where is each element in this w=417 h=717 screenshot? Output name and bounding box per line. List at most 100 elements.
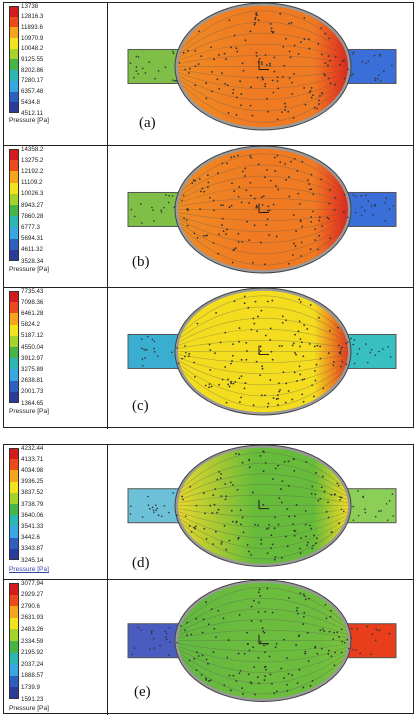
colorbar-tick-label: 5187.12 <box>21 332 44 340</box>
flow-particle <box>129 505 132 508</box>
flow-particle <box>345 342 347 345</box>
flow-particle <box>147 504 150 506</box>
flow-particle <box>184 515 187 518</box>
legend-c: Pressure [Pa] 7735.43 7098.36 6461.28 5824.… <box>4 288 108 429</box>
colorbar-swatch <box>9 335 19 347</box>
colorbar-swatch <box>9 391 19 403</box>
flow-particle <box>371 633 374 635</box>
colorbar-tick-label: 3912.97 <box>21 354 44 362</box>
flow-particle <box>342 510 345 513</box>
flow-particle <box>376 629 379 632</box>
colorbar-swatch <box>9 302 19 314</box>
flow-particle <box>391 493 394 495</box>
flow-particle <box>388 632 391 635</box>
flow-particle <box>360 214 363 217</box>
flow-particle <box>379 53 381 56</box>
flow-particle <box>184 345 186 347</box>
flow-particle <box>164 66 167 69</box>
flow-particle <box>369 351 372 354</box>
colorbar-swatch <box>9 594 19 607</box>
colorbar-swatch <box>9 182 19 194</box>
colorbar-tick-label: 7098.36 <box>21 298 44 306</box>
colorbar-swatch <box>9 369 19 381</box>
colorbar-tick-label: 6357.48 <box>21 88 44 96</box>
panel-label: (c) <box>132 398 149 414</box>
flow-particle <box>182 498 184 501</box>
colorbar-swatch <box>9 358 19 370</box>
chamber-pressure-field <box>178 290 348 413</box>
flow-particle <box>364 343 367 345</box>
flow-particle <box>350 337 352 340</box>
flow-particle <box>337 344 340 347</box>
colorbar-swatch <box>9 503 19 516</box>
chamber-pressure-field <box>178 582 348 699</box>
flow-particle <box>340 651 343 654</box>
flow-particle <box>347 68 349 71</box>
colorbar-swatch <box>9 606 19 618</box>
flow-particle <box>370 653 372 656</box>
legend-e: Pressure [Pa] 3077.94 2929.27 2790.6 2631.9… <box>4 580 108 715</box>
colorbar-swatch <box>9 313 19 325</box>
colorbar-swatch <box>9 238 19 250</box>
colorbar-swatch <box>9 470 19 482</box>
flow-simulation-graphic <box>127 288 397 416</box>
colorbar-tick-label: 8943.27 <box>21 201 44 209</box>
flow-particle <box>379 55 382 57</box>
flow-particle <box>175 514 178 516</box>
colorbar-tick-label: 3442.6 <box>21 534 40 542</box>
flow-particle <box>142 365 144 367</box>
flow-particle <box>140 629 142 631</box>
streamlines <box>178 10 348 123</box>
colorbar-swatch <box>9 216 19 228</box>
streamlines <box>178 450 348 561</box>
colorbar-tick-label: 13275.2 <box>21 156 44 164</box>
flow-particle <box>151 338 154 341</box>
flow-particle <box>179 624 182 627</box>
chamber-pressure-field <box>178 5 348 128</box>
flow-particle <box>176 347 179 349</box>
colorbar-tick-label: 14358.2 <box>21 145 44 153</box>
flow-particle <box>182 194 185 197</box>
flow-particle <box>137 72 139 75</box>
simulation-a <box>108 3 413 145</box>
colorbar-swatch <box>9 91 19 103</box>
colorbar-swatch <box>9 380 19 392</box>
colorbar-swatch <box>9 171 19 183</box>
flow-particle <box>352 648 355 651</box>
flow-particle <box>352 53 354 55</box>
colorbar-tick-label: 1739.9 <box>21 683 40 691</box>
flow-particle <box>181 199 183 202</box>
colorbar-swatch <box>9 664 19 676</box>
flow-particle <box>367 60 370 62</box>
flow-particle <box>133 76 135 79</box>
colorbar-swatch <box>9 448 19 460</box>
flow-particle <box>345 363 348 366</box>
colorbar <box>9 6 19 113</box>
colorbar-tick-label: 2334.59 <box>21 637 44 645</box>
colorbar-tick-label: 12192.2 <box>21 167 44 175</box>
panel-label: (e) <box>134 684 151 700</box>
flow-particle <box>365 194 367 196</box>
panel-b: Pressure [Pa] 14358.2 13275.2 12192.2 11109… <box>4 145 413 287</box>
colorbar-tick-label: 4611.32 <box>21 246 43 254</box>
flow-particle <box>168 194 170 197</box>
flow-particle <box>150 632 153 634</box>
flow-particle <box>361 60 363 63</box>
colorbar-tick-label: 7735.43 <box>21 287 44 295</box>
flow-particle <box>131 653 134 656</box>
colorbar-tick-label: 4550.04 <box>21 343 44 351</box>
flow-particle <box>339 348 342 351</box>
panel-label: (d) <box>132 555 150 571</box>
flow-simulation-graphic <box>127 3 397 131</box>
flow-particle <box>347 647 350 650</box>
colorbar-tick-label: 11109.2 <box>21 179 43 187</box>
flow-particle <box>364 508 366 511</box>
colorbar-swatch <box>9 70 19 81</box>
flow-particle <box>372 214 374 216</box>
colorbar-tick-label: 12816.3 <box>21 13 44 21</box>
flow-particle <box>168 654 170 657</box>
flow-particle <box>153 647 156 649</box>
flow-particle <box>379 629 381 631</box>
colorbar-tick-label: 3541.33 <box>21 522 44 530</box>
colorbar-tick-label: 1591.23 <box>21 695 44 703</box>
